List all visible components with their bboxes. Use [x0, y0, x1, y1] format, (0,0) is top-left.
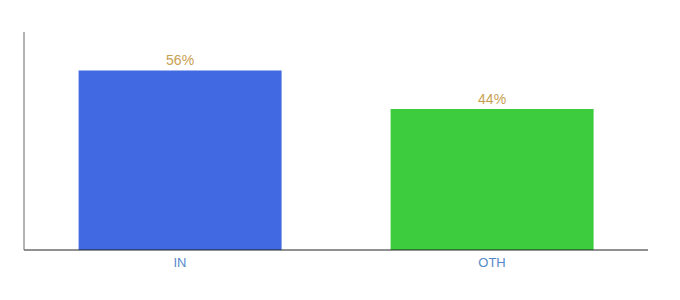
svg-text:56%: 56% [166, 52, 194, 68]
svg-text:44%: 44% [478, 91, 506, 107]
svg-text:IN: IN [174, 255, 187, 270]
svg-text:OTH: OTH [478, 255, 505, 270]
